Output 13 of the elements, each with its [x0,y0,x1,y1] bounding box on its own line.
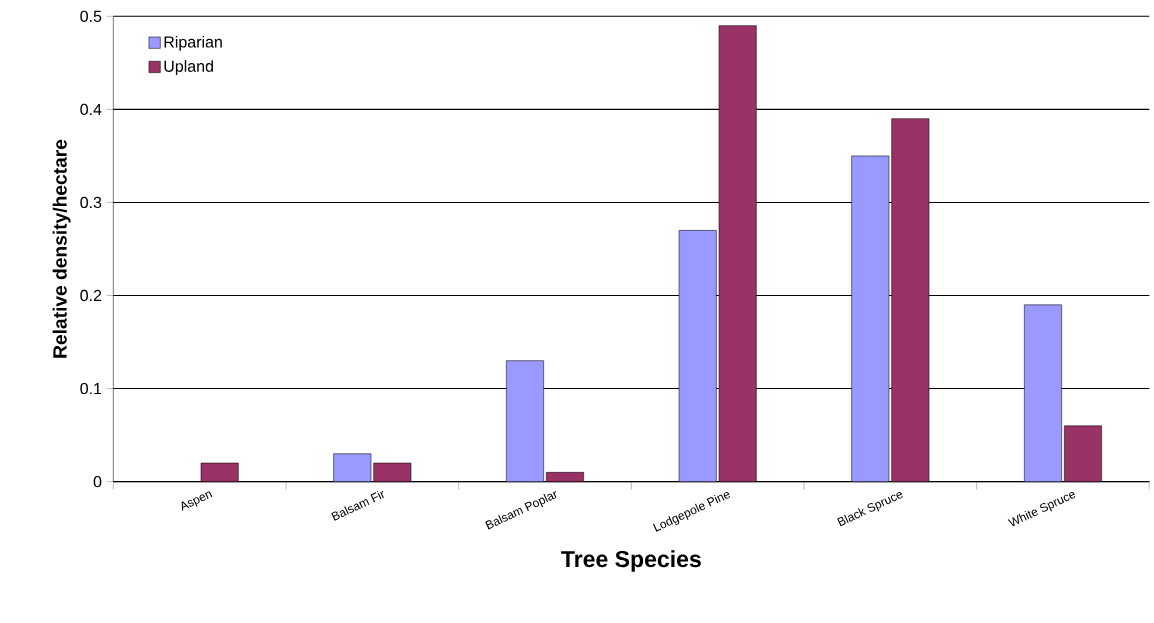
y-tick-label: 0.4 [80,103,102,116]
y-tick-label: 0 [93,475,102,488]
y-tick-label: 0.5 [80,10,102,22]
y-axis-title: Relative density/hectare [52,139,71,358]
legend-label: Upland [164,60,213,76]
legend-label: Riparian [164,35,222,51]
y-tick-label: 0.2 [80,289,102,302]
y-tick-label: 0.1 [80,382,102,395]
y-tick-label: 0.3 [80,196,102,209]
x-tick-label: Aspen [181,491,213,511]
x-tick-label: White Spruce [1007,492,1076,527]
x-tick-label: Black Spruce [837,492,903,527]
x-axis-title: Tree Species [561,550,701,572]
